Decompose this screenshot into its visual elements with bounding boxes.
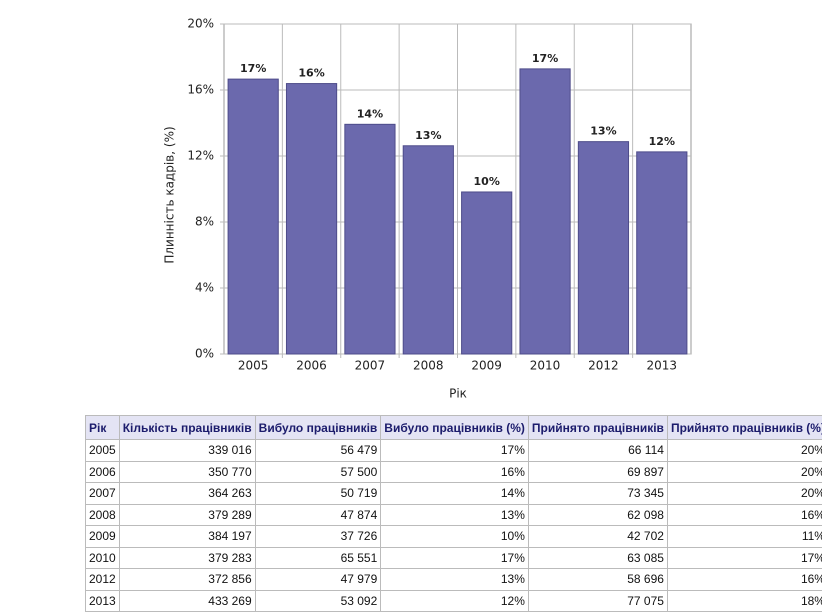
table-cell: 11% bbox=[666, 525, 822, 548]
data-label: 14% bbox=[357, 107, 383, 120]
table-cell: 16% bbox=[666, 503, 822, 526]
table-cell: 12% bbox=[380, 589, 529, 612]
data-label: 16% bbox=[298, 67, 324, 80]
column-header: Вибуло працівників bbox=[254, 415, 382, 440]
x-tick-label: 2009 bbox=[471, 359, 502, 373]
table-cell: 17% bbox=[666, 546, 822, 569]
table-cell: 69 897 bbox=[527, 460, 668, 483]
table-cell: 364 263 bbox=[118, 482, 256, 505]
table-cell: 384 197 bbox=[118, 525, 256, 548]
table-cell: 2012 bbox=[85, 568, 120, 591]
table-cell: 17% bbox=[380, 546, 529, 569]
x-tick-label: 2012 bbox=[588, 359, 619, 373]
table-cell: 42 702 bbox=[527, 525, 668, 548]
x-tick-label: 2008 bbox=[413, 359, 444, 373]
table-cell: 65 551 bbox=[254, 546, 382, 569]
table-cell: 53 092 bbox=[254, 589, 382, 612]
bar bbox=[519, 68, 571, 355]
table-cell: 63 085 bbox=[527, 546, 668, 569]
table-cell: 2008 bbox=[85, 503, 120, 526]
table-cell: 16% bbox=[666, 568, 822, 591]
table-cell: 58 696 bbox=[527, 568, 668, 591]
table-cell: 2009 bbox=[85, 525, 120, 548]
table-cell: 18% bbox=[666, 589, 822, 612]
data-table: Рік Кількість працівників Вибуло працівник… bbox=[85, 415, 822, 612]
table-cell: 2006 bbox=[85, 460, 120, 483]
table-cell: 47 979 bbox=[254, 568, 382, 591]
table-cell: 47 874 bbox=[254, 503, 382, 526]
bar bbox=[461, 191, 513, 355]
data-label: 12% bbox=[649, 135, 675, 148]
column-header: Прийнято працівників bbox=[527, 415, 668, 440]
y-tick-label: 20% bbox=[187, 17, 214, 31]
table-cell: 2010 bbox=[85, 546, 120, 569]
table-cell: 2007 bbox=[85, 482, 120, 505]
data-label: 13% bbox=[590, 125, 616, 138]
bar bbox=[402, 145, 454, 355]
table-cell: 62 098 bbox=[527, 503, 668, 526]
y-tick-label: 12% bbox=[187, 149, 214, 163]
data-label: 17% bbox=[532, 52, 558, 65]
table-cell: 50 719 bbox=[254, 482, 382, 505]
column-header: Прийнято працівників (%) bbox=[666, 415, 822, 440]
column-header: Кількість працівників bbox=[118, 415, 256, 440]
data-label: 13% bbox=[415, 129, 441, 142]
bar bbox=[636, 151, 688, 355]
table-cell: 56 479 bbox=[254, 439, 382, 462]
data-label: 17% bbox=[240, 62, 266, 75]
x-tick-label: 2005 bbox=[238, 359, 269, 373]
table-cell: 14% bbox=[380, 482, 529, 505]
table-cell: 16% bbox=[380, 460, 529, 483]
column-header: Рік bbox=[85, 415, 120, 440]
y-axis-title: Плинність кадрів, (%) bbox=[163, 126, 177, 263]
table-cell: 77 075 bbox=[527, 589, 668, 612]
table-cell: 37 726 bbox=[254, 525, 382, 548]
x-tick-label: 2006 bbox=[296, 359, 327, 373]
table-cell: 350 770 bbox=[118, 460, 256, 483]
bar bbox=[344, 123, 396, 355]
bar bbox=[285, 83, 338, 355]
x-tick-label: 2007 bbox=[355, 359, 386, 373]
table-cell: 13% bbox=[380, 568, 529, 591]
table-cell: 20% bbox=[666, 482, 822, 505]
y-tick-label: 0% bbox=[195, 347, 214, 361]
y-tick-label: 4% bbox=[195, 281, 214, 295]
table-cell: 372 856 bbox=[118, 568, 256, 591]
table-cell: 17% bbox=[380, 439, 529, 462]
x-axis-title: Рік bbox=[449, 387, 467, 401]
table-cell: 13% bbox=[380, 503, 529, 526]
table-cell: 73 345 bbox=[527, 482, 668, 505]
table-cell: 10% bbox=[380, 525, 529, 548]
table-cell: 379 289 bbox=[118, 503, 256, 526]
table-cell: 66 114 bbox=[527, 439, 668, 462]
y-tick-label: 16% bbox=[187, 83, 214, 97]
column-header: Вибуло працівників (%) bbox=[380, 415, 529, 440]
header-row: Рік Кількість працівників Вибуло працівник… bbox=[85, 415, 822, 440]
data-label: 10% bbox=[474, 175, 500, 188]
x-tick-label: 2010 bbox=[530, 359, 561, 373]
table-cell: 57 500 bbox=[254, 460, 382, 483]
table-cell: 20% bbox=[666, 460, 822, 483]
bar bbox=[227, 78, 279, 355]
table-cell: 339 016 bbox=[118, 439, 256, 462]
table-cell: 379 283 bbox=[118, 546, 256, 569]
y-tick-label: 8% bbox=[195, 215, 214, 229]
table-cell: 2013 bbox=[85, 589, 120, 612]
bar bbox=[577, 141, 630, 355]
table-cell: 2005 bbox=[85, 439, 120, 462]
table-cell: 433 269 bbox=[118, 589, 256, 612]
chart: Рік Плинність кадрів, (%) 0% 4% 8% 12% 16% 20… bbox=[163, 17, 692, 401]
table-cell: 20% bbox=[666, 439, 822, 462]
x-tick-label: 2013 bbox=[647, 359, 678, 373]
